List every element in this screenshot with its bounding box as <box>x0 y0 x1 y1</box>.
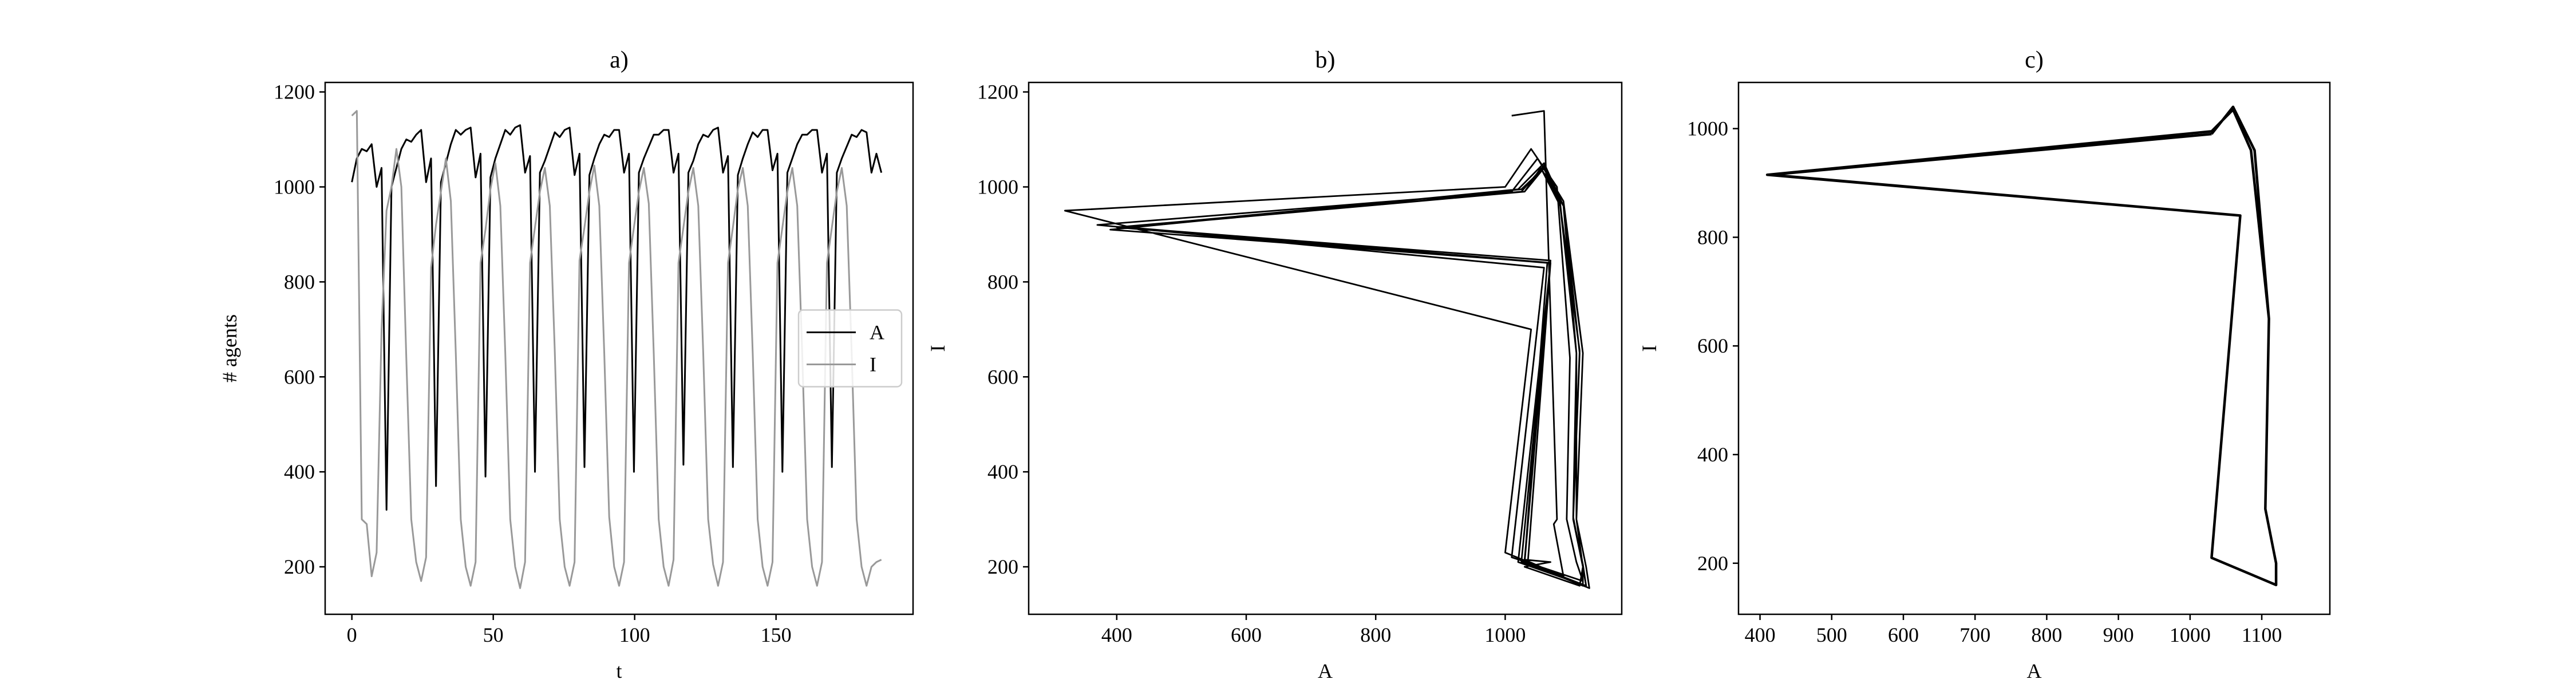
x-tick-label: 800 <box>1360 623 1391 646</box>
y-tick-label: 200 <box>987 555 1018 578</box>
legend-label: I <box>870 353 876 376</box>
chart-title: b) <box>1315 47 1336 73</box>
x-tick-label: 1000 <box>1484 623 1526 646</box>
y-tick-label: 800 <box>987 270 1018 293</box>
x-tick-label: 100 <box>619 623 650 646</box>
x-tick-label: 400 <box>1745 623 1776 646</box>
x-tick-label: 800 <box>2031 623 2062 646</box>
x-tick-label: 500 <box>1816 623 1847 646</box>
y-tick-label: 400 <box>284 460 315 483</box>
x-tick-label: 0 <box>347 623 357 646</box>
y-tick-label: 1000 <box>1687 117 1728 140</box>
x-tick-label: 1000 <box>2170 623 2211 646</box>
x-tick-label: 600 <box>1888 623 1919 646</box>
x-tick-label: 400 <box>1101 623 1132 646</box>
x-axis-label: t <box>616 660 622 682</box>
y-tick-label: 400 <box>987 460 1018 483</box>
y-tick-label: 800 <box>284 270 315 293</box>
x-axis-label: A <box>1318 660 1333 682</box>
y-tick-label: 200 <box>1697 552 1728 575</box>
y-tick-label: 200 <box>284 555 315 578</box>
y-tick-label: 800 <box>1697 226 1728 248</box>
y-tick-label: 400 <box>1697 443 1728 466</box>
trajectory-line <box>1765 105 2278 587</box>
series-line <box>351 124 883 511</box>
chart-title: c) <box>2025 47 2044 73</box>
y-axis-label: I <box>926 345 949 352</box>
x-tick-label: 600 <box>1231 623 1262 646</box>
y-tick-label: 1000 <box>274 175 315 198</box>
legend-box <box>797 309 903 388</box>
axes-frame <box>1028 81 1623 615</box>
x-tick-label: 900 <box>2103 623 2134 646</box>
series-line <box>351 110 882 589</box>
x-tick-label: 1100 <box>2242 623 2282 646</box>
y-tick-label: 1000 <box>977 175 1018 198</box>
phase-line <box>1064 110 1590 589</box>
axes-frame <box>324 81 914 615</box>
x-tick-label: 50 <box>483 623 504 646</box>
y-tick-label: 1200 <box>274 81 315 104</box>
y-axis-label: # agents <box>218 314 241 382</box>
y-tick-label: 600 <box>1697 334 1728 357</box>
x-tick-label: 700 <box>1959 623 1990 646</box>
x-axis-label: A <box>2027 660 2042 682</box>
y-axis-label: I <box>1638 345 1661 352</box>
chart-title: a) <box>610 47 629 73</box>
axes-frame <box>1737 81 2331 615</box>
y-tick-label: 600 <box>284 365 315 388</box>
x-tick-label: 150 <box>761 623 792 646</box>
y-tick-label: 1200 <box>977 81 1018 104</box>
y-tick-label: 600 <box>987 365 1018 388</box>
legend-label: A <box>870 321 884 344</box>
